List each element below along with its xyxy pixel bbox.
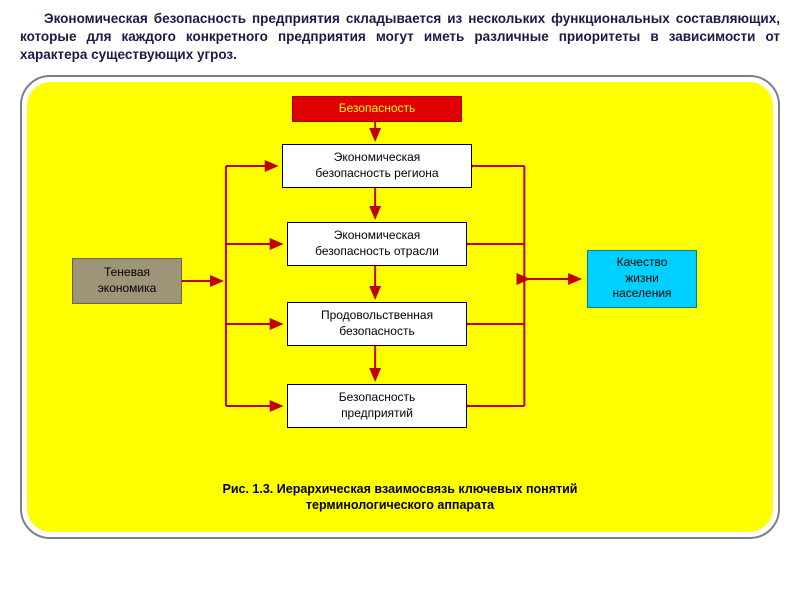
node-label: жизни (625, 271, 659, 287)
node-label: безопасность отрасли (315, 244, 439, 260)
node-label: безопасность региона (315, 166, 438, 182)
node-label: Экономическая (334, 228, 421, 244)
node-region: Экономическая безопасность региона (282, 144, 472, 188)
node-top: Безопасность (292, 96, 462, 122)
node-quality-life: Качество жизни населения (587, 250, 697, 308)
node-label: предприятий (341, 406, 413, 422)
caption-line: Рис. 1.3. Иерархическая взаимосвязь ключ… (223, 482, 578, 496)
node-label: Качество (617, 255, 668, 271)
node-label: Продовольственная (321, 308, 433, 324)
node-top-label: Безопасность (339, 101, 416, 117)
node-industry: Экономическая безопасность отрасли (287, 222, 467, 266)
node-label: Экономическая (334, 150, 421, 166)
node-label: Теневая (104, 265, 150, 281)
node-label: безопасность (339, 324, 414, 340)
node-label: экономика (98, 281, 157, 297)
node-food: Продовольственная безопасность (287, 302, 467, 346)
diagram-canvas: Безопасность Экономическая безопасность … (27, 82, 773, 532)
node-enterprise: Безопасность предприятий (287, 384, 467, 428)
node-label: населения (612, 286, 671, 302)
diagram-caption: Рис. 1.3. Иерархическая взаимосвязь ключ… (27, 481, 773, 514)
node-shadow-economy: Теневая экономика (72, 258, 182, 304)
node-label: Безопасность (339, 390, 416, 406)
diagram-outer-frame: Безопасность Экономическая безопасность … (20, 75, 780, 539)
intro-paragraph: Экономическая безопасность предприятия с… (0, 0, 800, 71)
caption-line: терминологического аппарата (306, 498, 494, 512)
